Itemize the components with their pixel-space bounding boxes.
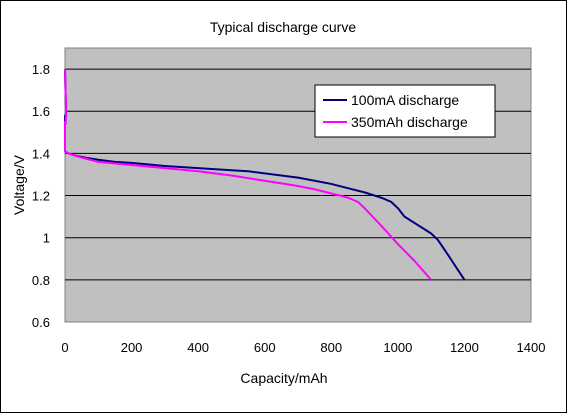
legend-box [314, 84, 496, 138]
y-axis-title: Voltage/V [11, 154, 27, 215]
x-tick-label: 1200 [450, 340, 479, 355]
legend-label: 350mAh discharge [351, 114, 468, 130]
x-tick-label: 800 [320, 340, 342, 355]
y-tick-label: 1.2 [32, 189, 50, 204]
chart-title: Typical discharge curve [210, 19, 357, 35]
y-tick-label: 1.6 [32, 104, 50, 119]
x-tick-label: 0 [61, 340, 68, 355]
x-tick-label: 200 [121, 340, 143, 355]
series-lines [64, 69, 466, 281]
x-tick-label: 1000 [383, 340, 412, 355]
y-tick-label: 0.8 [32, 273, 50, 288]
legend-label: 100mA discharge [351, 92, 459, 108]
legend: 100mA discharge 350mAh discharge [314, 84, 496, 138]
x-tick-label: 400 [187, 340, 209, 355]
y-tick-label: 0.6 [32, 315, 50, 330]
tick-labels: 0.6 0.8 1 1.2 1.4 1.6 1.8 0 200 400 600 800 1000 1200… [32, 62, 546, 355]
y-tick-label: 1 [43, 231, 50, 246]
y-tick-label: 1.4 [32, 146, 50, 161]
y-tick-label: 1.8 [32, 62, 50, 77]
x-axis-title: Capacity/mAh [240, 370, 327, 386]
x-tick-label: 1400 [517, 340, 546, 355]
x-tick-label: 600 [254, 340, 276, 355]
series-line-2 [64, 69, 432, 281]
